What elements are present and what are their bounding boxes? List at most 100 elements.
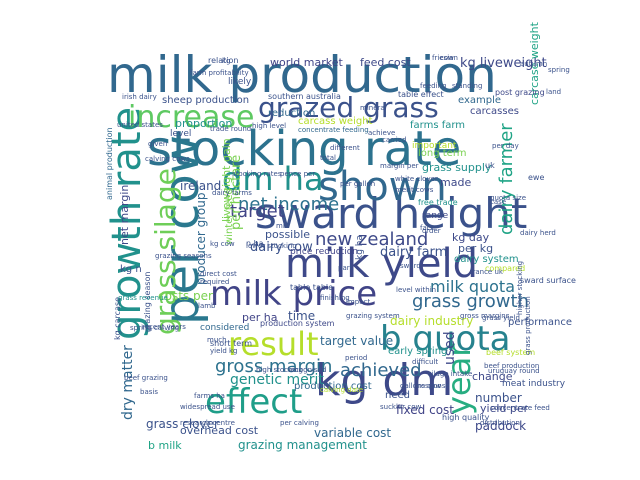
word-production-system: production system: [260, 319, 335, 328]
word-face: face: [420, 224, 435, 232]
word-level: level: [170, 129, 191, 139]
word-considered: considered: [200, 323, 249, 333]
word-grazed-grass: grazed grass: [258, 91, 439, 124]
word-producer-group: producer group: [194, 193, 208, 285]
word-recent-years: recent years: [142, 323, 186, 331]
word-farms-ha: farms ha: [194, 392, 225, 400]
word-carcass-weight: carcass weight: [298, 116, 373, 127]
word-possible: possible: [265, 228, 310, 241]
word-table-effect: table effect: [398, 90, 444, 99]
word-shown: shown: [318, 164, 447, 210]
word-dairy-farm: dairy farm: [380, 245, 447, 260]
word-number: number: [475, 391, 522, 405]
word-gross-margins: gross margins: [460, 312, 510, 320]
word-different: different: [330, 144, 360, 152]
word-dairy-cow: dairy cow: [250, 240, 313, 255]
word-level-within: level within: [396, 286, 436, 294]
word-mineral: mineral: [360, 104, 387, 112]
word-mid: mid: [276, 222, 289, 230]
word-milk-price: milk price: [210, 274, 377, 314]
word-increase: increase: [128, 100, 254, 135]
word-impact: impact: [346, 298, 370, 306]
word-distribution: distribution: [480, 419, 520, 427]
word-result: result: [228, 325, 319, 363]
word-per-calving: per calving: [280, 419, 319, 427]
word-kg: kg: [222, 57, 231, 65]
word-kg-ha: kg ha: [355, 235, 365, 260]
word-trade-round: trade round: [210, 125, 251, 133]
word-recognised: recognised: [288, 366, 326, 374]
word-year: year: [440, 343, 478, 415]
word-quota-size: quota size: [490, 194, 526, 202]
word-dairy-farms: dairy farms: [212, 189, 252, 197]
word-carried: carried: [382, 136, 406, 144]
word-yield-per: yield per: [480, 402, 529, 415]
word-uk: uk: [485, 161, 495, 170]
word-per-kg: per kg: [458, 242, 493, 255]
word-stocking-rate: stocking rate: [147, 121, 461, 177]
word-required: required: [200, 278, 229, 286]
word-farm-profitability: farm profitability: [190, 69, 249, 77]
word-kg-day: kg day: [452, 231, 490, 244]
word-high-quality: high quality: [442, 413, 490, 422]
word-land: land: [546, 88, 561, 96]
word-paddock: paddock: [475, 419, 526, 433]
word-part: part: [338, 264, 353, 272]
word-lower-stocking: lower stocking: [246, 242, 297, 250]
word-gallons-cow: gallons cow: [400, 382, 441, 390]
word-high-level: high level: [252, 122, 286, 130]
word-kg-liveweight: kg liveweight: [460, 56, 547, 71]
word-beef-production: beef production: [484, 362, 539, 370]
word-farms-farm: farms farm: [410, 120, 465, 131]
word-widespread-use: widespread use: [180, 403, 235, 411]
word-given: given: [148, 140, 167, 148]
word-variable-cost: variable cost: [314, 426, 391, 440]
word-range: range: [422, 211, 449, 221]
word-world-market: world market: [270, 56, 344, 69]
word-standing: standing: [452, 82, 482, 90]
word-dm-ha: dm ha: [222, 160, 324, 198]
word-feeding: feeding: [420, 82, 446, 90]
word-table-table: table table: [290, 283, 333, 292]
word-margin-per: margin per: [380, 162, 419, 170]
word-case: case: [490, 198, 506, 206]
word-high-stocking: high stocking: [256, 366, 303, 374]
word-target-value: target value: [320, 334, 393, 348]
word-dairy-industry: dairy industry: [390, 314, 473, 328]
word-france-uk: france uk: [470, 268, 504, 276]
word-relation: relation: [208, 56, 238, 65]
word-likely: likely: [228, 77, 252, 87]
word-period: period: [345, 354, 367, 362]
word-growth-rate: growth rate: [104, 107, 150, 340]
word-southern-australia: southern australia: [268, 92, 341, 101]
word-kg-cow: kg cow: [210, 240, 235, 248]
word-grass-clover: grass clover: [146, 417, 219, 431]
word-beef-system: beef system: [486, 348, 535, 357]
word-meat-industry: meat industry: [502, 379, 566, 389]
word-spring-calving: spring calving: [130, 324, 179, 332]
word-much: much: [207, 336, 227, 344]
word-stocking-rates: stocking rates: [232, 170, 282, 178]
word-animal-production: animal production: [105, 127, 114, 200]
word-grazing-system: grazing system: [346, 312, 400, 320]
word-performance: performance: [508, 317, 572, 328]
word-compared: compared: [485, 264, 525, 273]
word-proportion: proportion: [175, 117, 232, 130]
word-kg-dm: kg dm: [315, 355, 453, 406]
word-sward-surface: sward surface: [520, 276, 576, 285]
word-silage-intake: silage intake: [428, 370, 472, 378]
word-need: need: [385, 390, 410, 401]
word-genetic-merit: genetic merit: [230, 372, 324, 388]
word-order: order: [422, 227, 441, 235]
word-b-quota: b quota: [380, 319, 511, 359]
word-n-ha: n ha: [246, 239, 264, 248]
word-milk-yield: milk yield: [285, 241, 478, 287]
word-early-spring: early spring: [388, 346, 447, 357]
word-lamb: lamb: [198, 302, 216, 310]
word-effect: effect: [205, 382, 302, 422]
word-liveweight-gain: liveweight gain: [220, 138, 233, 222]
word-friesian: friesian: [432, 54, 458, 62]
word-change: change: [472, 370, 513, 383]
word-calving-date: calving date: [320, 386, 363, 394]
